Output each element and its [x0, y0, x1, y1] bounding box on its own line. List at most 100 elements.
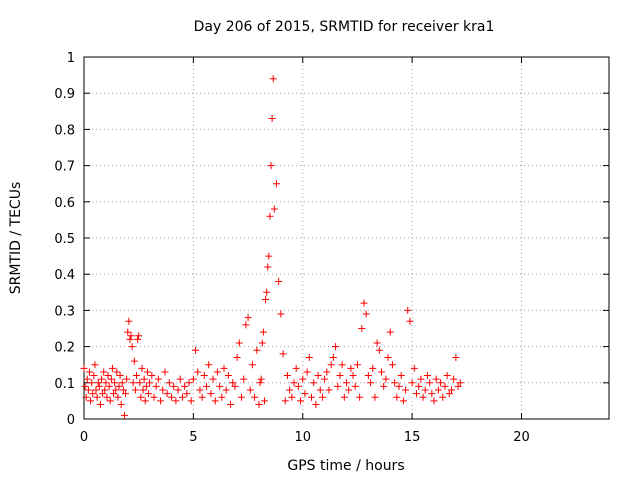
y-tick-label: 0.7 [54, 160, 75, 175]
data-point [112, 386, 120, 394]
data-point [83, 375, 91, 383]
y-tick-label: 1 [67, 51, 75, 66]
data-point [294, 382, 302, 390]
data-point [145, 390, 153, 398]
data-point [327, 361, 335, 369]
data-point [229, 379, 237, 387]
data-point [159, 386, 167, 394]
data-point [448, 386, 455, 394]
data-point [391, 379, 399, 387]
data-point [146, 379, 154, 387]
plot-frame [83, 56, 610, 420]
data-point [152, 382, 160, 390]
data-point [87, 397, 95, 405]
data-point [168, 393, 175, 401]
data-point [85, 368, 93, 376]
data-point [135, 332, 143, 340]
data-point [136, 379, 144, 387]
data-point [356, 393, 364, 401]
x-tick-label: 5 [189, 430, 197, 445]
data-point [246, 386, 254, 394]
data-point [119, 386, 127, 394]
data-point [351, 382, 359, 390]
data-point [258, 339, 266, 347]
data-point [99, 390, 107, 398]
data-point [192, 346, 200, 354]
data-point [231, 382, 239, 390]
data-point [108, 364, 116, 372]
data-point [277, 310, 285, 318]
x-tick-label: 10 [294, 430, 311, 445]
data-point [82, 393, 90, 401]
data-point [297, 397, 305, 405]
data-point [178, 393, 186, 401]
x-tick-label: 0 [80, 430, 88, 445]
y-tick-label: 0.1 [54, 377, 75, 392]
data-point [267, 162, 275, 170]
data-point [129, 379, 137, 387]
data-point [183, 390, 191, 398]
data-point [437, 379, 445, 387]
data-point [265, 252, 273, 260]
data-point [80, 364, 88, 372]
data-point [139, 386, 147, 394]
data-point [88, 379, 96, 387]
data-point [255, 401, 263, 409]
data-point [364, 372, 372, 380]
data-point [388, 361, 396, 369]
data-point [115, 382, 123, 390]
data-point [450, 375, 458, 383]
data-point [94, 379, 102, 387]
data-point [96, 401, 104, 409]
data-point [432, 375, 440, 383]
data-point [452, 353, 460, 361]
data-point [150, 393, 158, 401]
y-tick-label: 0.5 [54, 232, 75, 247]
data-point [406, 317, 414, 325]
data-point [176, 375, 184, 383]
data-point [299, 375, 307, 383]
data-point [207, 390, 215, 398]
data-point [256, 379, 264, 387]
data-point [116, 372, 124, 380]
data-point [138, 364, 146, 372]
data-point [454, 382, 462, 390]
data-point [140, 375, 148, 383]
data-point [174, 386, 182, 394]
data-point [113, 368, 121, 376]
y-tick-label: 0.8 [54, 123, 75, 138]
data-point [89, 390, 97, 398]
data-point [148, 372, 156, 380]
data-point [345, 386, 353, 394]
data-point [386, 328, 394, 336]
data-point [205, 361, 213, 369]
data-point [100, 368, 108, 376]
data-point [321, 375, 329, 383]
data-point [260, 397, 268, 405]
data-point [200, 372, 208, 380]
data-point [110, 390, 118, 398]
data-point [142, 382, 150, 390]
data-point [242, 321, 250, 329]
data-point [172, 397, 180, 405]
data-point [220, 364, 228, 372]
data-point [360, 299, 368, 307]
data-point [290, 379, 298, 387]
data-point [233, 353, 241, 361]
data-point [312, 401, 320, 409]
data-point [127, 332, 135, 340]
data-point [240, 375, 248, 383]
data-point [310, 379, 318, 387]
data-point [102, 379, 110, 387]
data-point [123, 375, 131, 383]
data-point [126, 335, 134, 343]
data-point [362, 310, 370, 318]
data-point [305, 353, 313, 361]
data-point [227, 401, 235, 409]
data-point [273, 180, 280, 188]
data-point [408, 379, 416, 387]
data-point [257, 375, 265, 383]
y-tick-label: 0.2 [54, 341, 75, 356]
data-point [244, 314, 252, 322]
